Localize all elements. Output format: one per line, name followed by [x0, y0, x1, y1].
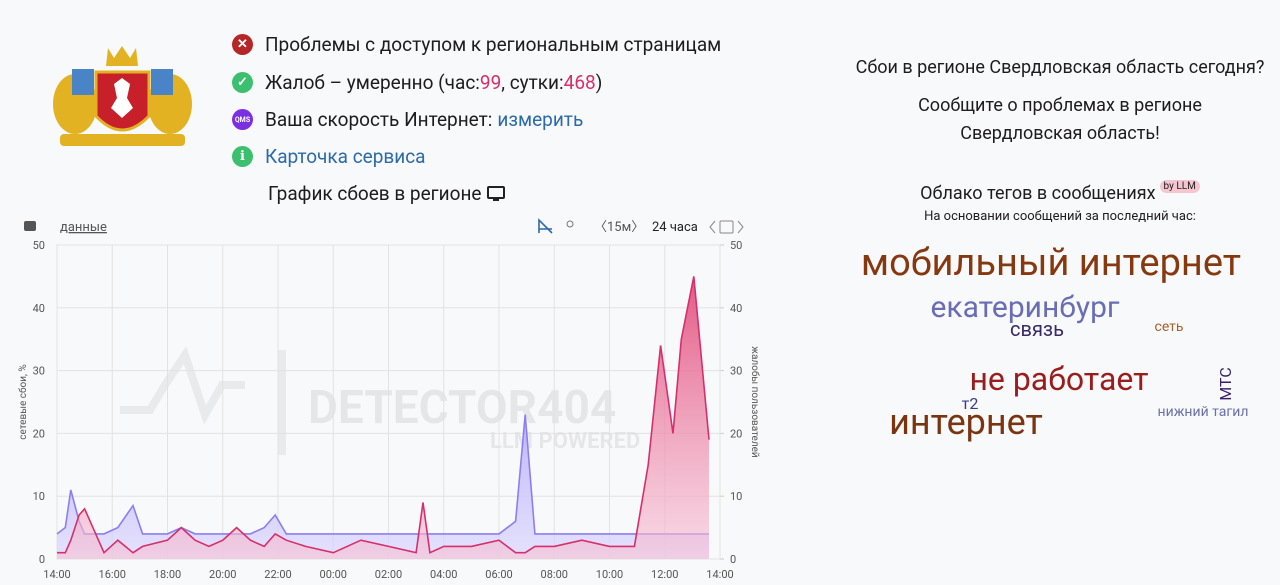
text: Ваша скорость Интернет:	[265, 108, 493, 131]
prev-button[interactable]	[709, 220, 716, 234]
tag[interactable]: МТС	[1216, 367, 1235, 401]
ok-icon: ✓	[232, 72, 253, 93]
series-line	[56, 414, 709, 535]
series-line	[57, 276, 710, 555]
x-tick-label: 22:00	[264, 568, 291, 581]
watermark-sub: LLM POWERED	[490, 429, 640, 454]
y-tick-label: 10	[33, 490, 45, 503]
service-card-link[interactable]: Карточка сервиса	[265, 145, 426, 168]
y-axis-label: сетевые сбои, %	[17, 364, 29, 439]
x-tick-label: 08:00	[541, 568, 568, 581]
y2-tick-label: 10	[730, 490, 742, 503]
cloud-title-text: Облако тегов в сообщениях	[920, 183, 1156, 204]
y-tick-label: 0	[39, 553, 45, 566]
tag[interactable]: сеть	[1154, 319, 1184, 335]
info-icon: i	[232, 146, 253, 167]
text: Жалоб – умеренно (час:	[265, 71, 480, 94]
y-tick-label: 30	[33, 365, 45, 378]
tag[interactable]: связь	[1010, 317, 1064, 341]
error-icon: ✕	[232, 34, 253, 55]
y-tick-label: 50	[33, 239, 45, 252]
watermark: DETECTOR404	[308, 381, 616, 435]
calendar-icon[interactable]	[719, 220, 734, 234]
y2-tick-label: 0	[730, 553, 736, 566]
tag[interactable]: интернет	[889, 401, 1043, 443]
y-tick-label: 20	[33, 427, 45, 440]
x-tick-label: 06:00	[485, 568, 512, 581]
tag[interactable]: т2	[961, 394, 979, 413]
data-link[interactable]: данные	[60, 220, 107, 235]
coat-of-arms	[53, 46, 192, 146]
speed-link[interactable]: измерить	[497, 108, 584, 131]
text: , сутки:	[501, 71, 564, 94]
status-row: QMS Ваша скорость Интернет: измерить	[232, 108, 583, 131]
day-count: 468	[563, 71, 596, 94]
y2-tick-label: 20	[730, 427, 742, 440]
chart-type-icon[interactable]	[538, 218, 553, 234]
x-tick-label: 20:00	[209, 568, 236, 581]
tag[interactable]: екатеринбург	[930, 290, 1120, 325]
status-row: ✕ Проблемы с доступом к региональным стр…	[232, 33, 721, 56]
x-tick-label: 00:00	[320, 568, 347, 581]
interval[interactable]: 〈15м〉	[594, 220, 644, 235]
y2-tick-label: 40	[730, 302, 742, 315]
cloud-title: Облако тегов в сообщениях by LLM	[900, 180, 1220, 204]
y2-axis-label: жалобы пользователей	[749, 346, 760, 458]
qms-icon: QMS	[232, 109, 253, 130]
x-tick-label: 16:00	[99, 568, 126, 581]
graph-title: График сбоев в регионе	[268, 182, 482, 205]
report: Сообщите о проблемах в регионе Свердловс…	[918, 95, 1202, 144]
next-button[interactable]	[737, 220, 744, 234]
x-tick-label: 02:00	[375, 568, 402, 581]
range[interactable]: 24 часа	[652, 220, 698, 235]
cloud-subtitle: На основании сообщений за последний час:	[924, 209, 1196, 224]
x-tick-label: 14:00	[706, 568, 733, 581]
x-tick-label: 18:00	[154, 568, 181, 581]
x-tick-label: 10:00	[596, 568, 623, 581]
tag[interactable]: мобильный интернет	[860, 241, 1242, 285]
llm-badge: by LLM	[1159, 180, 1200, 193]
x-tick-label: 12:00	[651, 568, 678, 581]
camera-icon[interactable]	[24, 221, 36, 231]
status-row: ✓ Жалоб – умеренно (час: 99, сутки: 468)	[232, 71, 602, 94]
tag[interactable]: не работает	[969, 360, 1149, 398]
x-tick-label: 04:00	[430, 568, 457, 581]
tag[interactable]: нижний тагил	[1157, 404, 1249, 420]
status-row: i Карточка сервиса	[232, 145, 426, 168]
text: )	[595, 71, 603, 94]
area-fill	[57, 276, 709, 559]
hour-count: 99	[479, 71, 502, 94]
question: Сбои в регионе Свердловская область сего…	[855, 57, 1265, 78]
y-tick-label: 40	[33, 302, 45, 315]
status-text: Проблемы с доступом к региональным стран…	[265, 33, 722, 56]
y2-tick-label: 50	[730, 239, 742, 252]
graph-title-row: График сбоев в регионе	[268, 182, 506, 205]
user-icon[interactable]	[566, 220, 574, 228]
monitor-icon	[487, 185, 506, 201]
y2-tick-label: 30	[730, 365, 742, 378]
x-tick-label: 14:00	[43, 568, 70, 581]
watermark-logo	[120, 345, 286, 455]
